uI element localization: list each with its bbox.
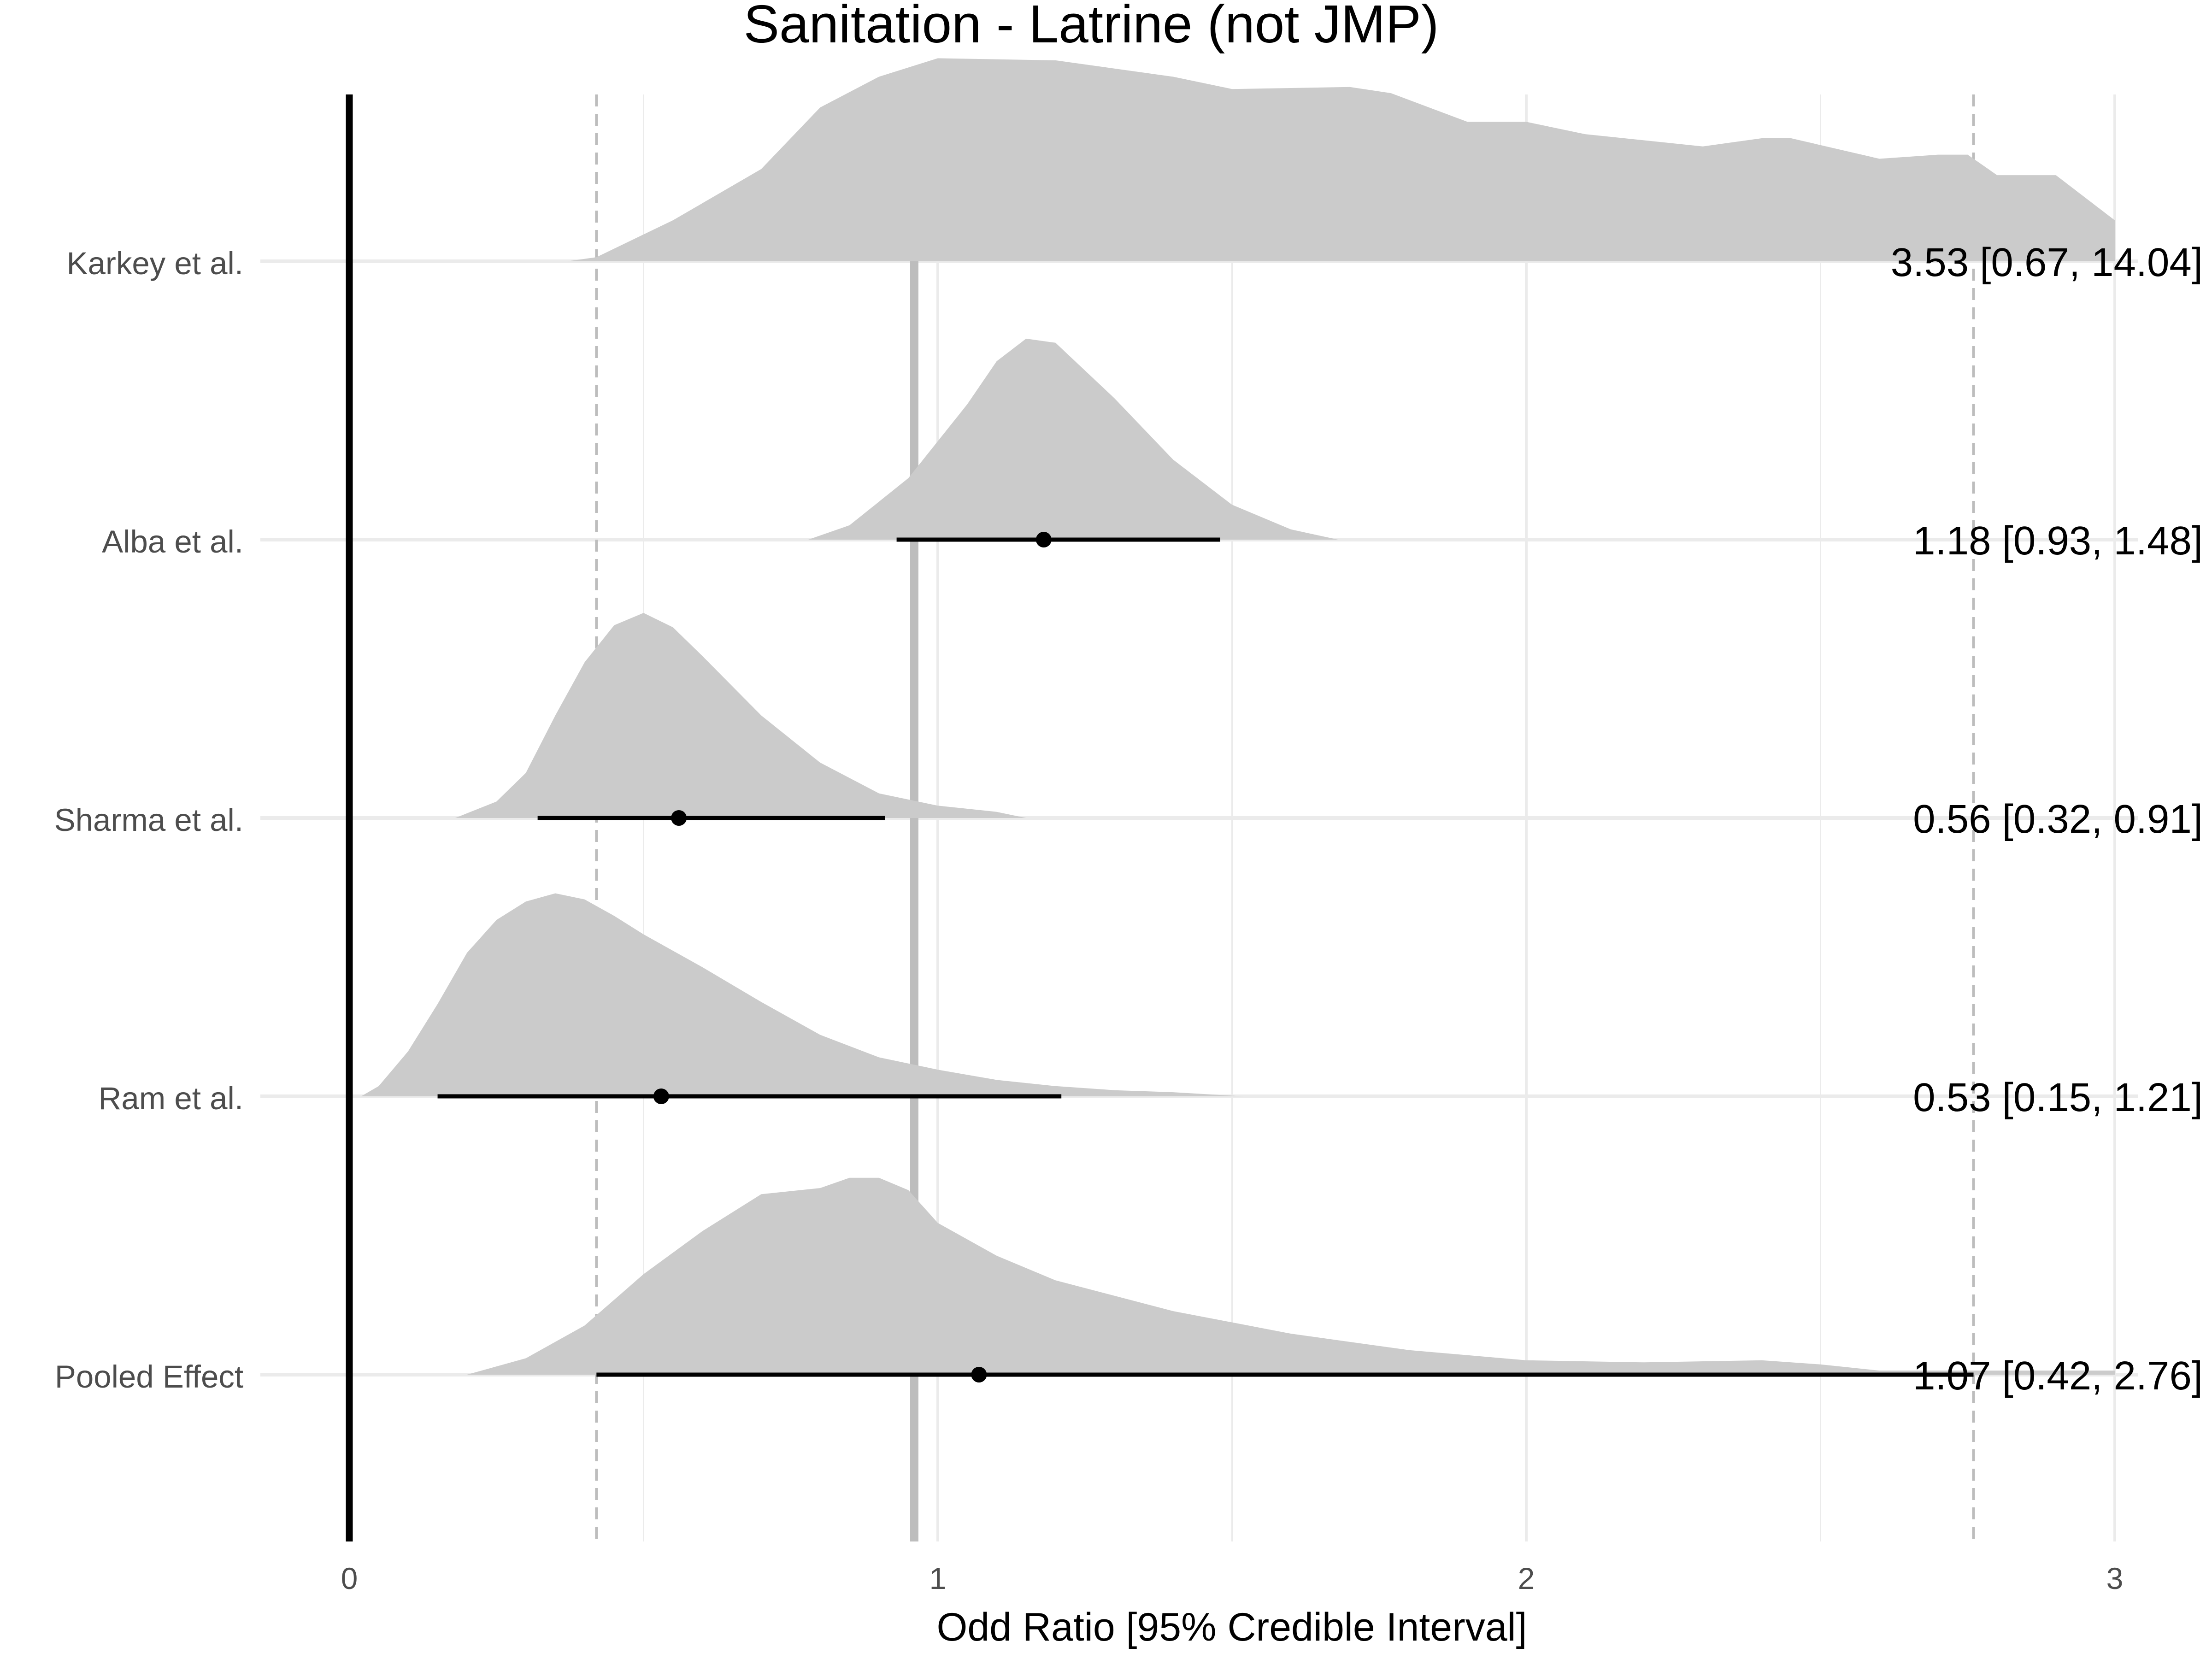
study-label: Karkey et al.	[66, 246, 243, 281]
x-tick-label: 1	[930, 1561, 947, 1595]
estimate-annotation: 0.56 [0.32, 0.91]	[1913, 797, 2203, 841]
x-tick-label: 3	[2106, 1561, 2124, 1595]
estimate-annotation: 1.07 [0.42, 2.76]	[1913, 1353, 2203, 1398]
density-2	[455, 613, 1026, 818]
study-label: Pooled Effect	[55, 1359, 243, 1394]
estimate-annotation: 3.53 [0.67, 14.04]	[1891, 240, 2203, 285]
chart-title: Sanitation - Latrine (not JMP)	[744, 0, 1439, 54]
study-label: Alba et al.	[102, 524, 243, 559]
x-tick-label: 0	[341, 1561, 358, 1595]
density-0	[567, 58, 2115, 262]
x-axis-label: Odd Ratio [95% Credible Interval]	[936, 1605, 1527, 1649]
study-labels: Karkey et al. Alba et al. Sharma et al. Ram…	[54, 246, 243, 1394]
density-4	[467, 1177, 2115, 1375]
posterior-densities	[361, 58, 2115, 1375]
estimate-annotation: 1.18 [0.93, 1.48]	[1913, 518, 2203, 563]
x-axis-tick-labels: 0 1 2 3	[341, 1561, 2124, 1595]
credible-intervals	[437, 532, 1974, 1382]
estimate-annotations: 3.53 [0.67, 14.04] 1.18 [0.93, 1.48] 0.56 …	[1891, 240, 2203, 1398]
estimate-annotation: 0.53 [0.15, 1.21]	[1913, 1075, 2203, 1120]
study-label: Sharma et al.	[54, 802, 243, 838]
density-1	[808, 338, 1338, 540]
point-estimate	[1035, 532, 1052, 547]
density-3	[361, 893, 1244, 1096]
point-estimate	[971, 1367, 987, 1382]
point-estimate	[653, 1088, 669, 1104]
point-estimate	[671, 810, 687, 826]
x-tick-label: 2	[1518, 1561, 1535, 1595]
study-label: Ram et al.	[99, 1081, 243, 1116]
